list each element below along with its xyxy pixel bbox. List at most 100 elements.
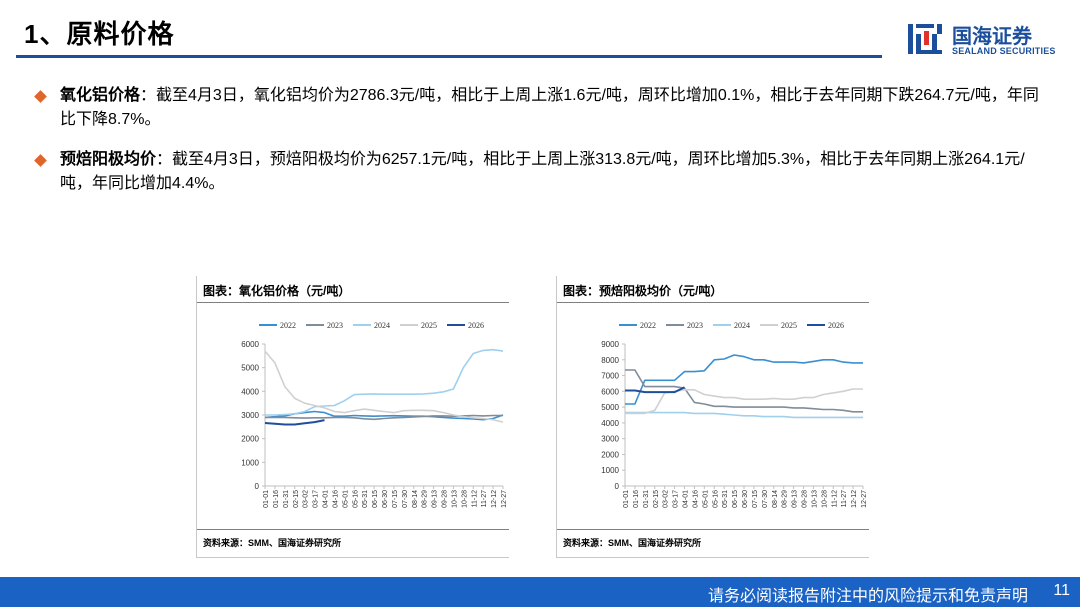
- legend-label: 2026: [468, 321, 484, 330]
- y-tick-label: 3000: [241, 411, 259, 420]
- x-tick-label: 05-31: [362, 490, 369, 508]
- logo-name-en: SEALAND SECURITIES: [952, 46, 1056, 56]
- y-tick-label: 4000: [241, 387, 259, 396]
- x-tick-label: 11-27: [481, 490, 488, 507]
- series-line-2026: [625, 386, 685, 394]
- legend-label: 2025: [781, 321, 797, 330]
- y-tick-label: 0: [255, 482, 260, 491]
- x-tick-label: 01-01: [263, 490, 270, 508]
- x-tick-label: 08-14: [772, 490, 779, 508]
- x-tick-label: 01-16: [273, 490, 280, 508]
- bullet-text: 预焙阳极均价：截至4月3日，预焙阳极均价为6257.1元/吨，相比于上周上涨31…: [60, 148, 1045, 196]
- footer-disclaimer: 请务必阅读报告附注中的风险提示和免责声明: [707, 588, 1028, 605]
- legend-label: 2024: [374, 321, 390, 330]
- x-tick-label: 05-01: [342, 490, 349, 508]
- x-tick-label: 05-16: [352, 490, 359, 508]
- x-tick-label: 02-15: [653, 490, 660, 508]
- chart-panel-anode: 图表：预焙阳极均价（元/吨） 2022 2023 2024 2025 2026 0 1000…: [556, 276, 869, 558]
- x-tick-label: 06-30: [742, 490, 749, 508]
- x-tick-label: 01-01: [623, 490, 630, 508]
- x-tick-label: 04-16: [332, 490, 339, 508]
- series-line-2026: [264, 419, 325, 426]
- x-tick-label: 08-14: [412, 490, 419, 508]
- bullet-label: 氧化铝价格: [60, 87, 141, 104]
- chart-title: 图表：预焙阳极均价（元/吨）: [563, 284, 723, 298]
- diamond-bullet-icon: [34, 154, 47, 167]
- header-divider: [16, 55, 882, 58]
- panel-top-rule: [197, 302, 509, 303]
- panel-top-rule: [557, 302, 869, 303]
- x-tick-label: 01-16: [633, 490, 640, 508]
- y-tick-label: 7000: [601, 372, 619, 381]
- y-tick-label: 2000: [241, 435, 259, 444]
- x-tick-label: 07-30: [402, 490, 409, 508]
- legend-label: 2024: [734, 321, 750, 330]
- logo-mark-icon: [908, 24, 942, 54]
- series-line-2022: [625, 354, 863, 405]
- x-tick-label: 03-02: [663, 490, 670, 508]
- legend-label: 2026: [828, 321, 844, 330]
- page-number: 11: [1053, 582, 1070, 599]
- x-tick-label: 05-01: [702, 490, 709, 508]
- x-tick-label: 12-27: [861, 490, 868, 508]
- x-tick-label: 05-16: [712, 490, 719, 508]
- chart-title: 图表：氧化铝价格（元/吨）: [203, 284, 351, 298]
- x-tick-label: 12-12: [851, 490, 858, 508]
- series-line-2024: [265, 348, 504, 416]
- x-tick-label: 03-17: [313, 490, 320, 508]
- chart-panel-alumina: 图表：氧化铝价格（元/吨） 2022 2023 2024 2025 2026 0 1000 2…: [196, 276, 509, 558]
- y-tick-label: 5000: [241, 364, 259, 373]
- company-logo: 国海证券 SEALAND SECURITIES: [906, 18, 1066, 62]
- x-tick-label: 09-13: [792, 490, 799, 508]
- y-tick-label: 1000: [241, 458, 259, 467]
- x-tick-label: 09-28: [802, 490, 809, 508]
- logo-name-cn: 国海证券: [952, 26, 1032, 48]
- x-tick-label: 01-31: [643, 490, 650, 508]
- panel-bottom-rule: [197, 529, 509, 530]
- bullet-body: ：截至4月3日，氧化铝均价为2786.3元/吨，相比于上周上涨1.6元/吨，周环…: [60, 87, 1039, 128]
- x-tick-label: 07-15: [752, 490, 759, 508]
- y-tick-label: 8000: [601, 356, 619, 365]
- y-tick-label: 5000: [601, 403, 619, 412]
- x-tick-label: 06-30: [382, 490, 389, 508]
- bullet-label: 预焙阳极均价: [60, 151, 157, 168]
- chart-source: 资料来源：SMM、国海证券研究所: [563, 538, 701, 548]
- x-tick-label: 05-31: [722, 490, 729, 508]
- y-tick-label: 2000: [601, 450, 619, 459]
- x-tick-label: 02-15: [293, 490, 300, 508]
- legend-label: 2022: [280, 321, 296, 330]
- series-line-2025: [264, 350, 504, 423]
- y-tick-label: 9000: [601, 340, 619, 349]
- legend-label: 2023: [687, 321, 703, 330]
- anode-price-chart: 2022 2023 2024 2025 2026 0 1000 2000 3000 4000 500…: [601, 321, 868, 508]
- legend-label: 2022: [640, 321, 656, 330]
- x-tick-label: 12-12: [491, 490, 498, 508]
- series-line-2023: [625, 369, 863, 413]
- x-tick-label: 10-13: [451, 490, 458, 508]
- x-tick-label: 10-28: [461, 490, 468, 508]
- chart-source: 资料来源：SMM、国海证券研究所: [203, 538, 341, 548]
- y-tick-label: 0: [615, 482, 620, 491]
- x-tick-label: 08-29: [422, 490, 429, 508]
- series-line-2022: [264, 410, 504, 421]
- x-tick-label: 09-13: [432, 490, 439, 508]
- diamond-bullet-icon: [34, 90, 47, 103]
- x-tick-label: 11-27: [841, 490, 848, 507]
- x-tick-label: 07-15: [392, 490, 399, 508]
- footer-bar: 请务必阅读报告附注中的风险提示和免责声明 11: [0, 577, 1080, 607]
- bullet-text: 氧化铝价格：截至4月3日，氧化铝均价为2786.3元/吨，相比于上周上涨1.6元…: [60, 84, 1045, 132]
- x-tick-label: 11-12: [831, 490, 838, 507]
- legend-label: 2025: [421, 321, 437, 330]
- x-tick-label: 12-27: [501, 490, 508, 508]
- x-tick-label: 04-16: [692, 490, 699, 508]
- x-tick-label: 04-01: [683, 490, 690, 508]
- legend-label: 2023: [327, 321, 343, 330]
- alumina-price-chart: 2022 2023 2024 2025 2026 0 1000 2000 3000 4000 500…: [241, 321, 508, 508]
- x-tick-label: 06-15: [732, 490, 739, 508]
- y-tick-label: 6000: [241, 340, 259, 349]
- x-tick-label: 01-31: [283, 490, 290, 508]
- x-tick-label: 07-30: [762, 490, 769, 508]
- x-tick-label: 06-15: [372, 490, 379, 508]
- bullet-body: ：截至4月3日，预焙阳极均价为6257.1元/吨，相比于上周上涨313.8元/吨…: [60, 151, 1025, 192]
- x-tick-label: 11-12: [471, 490, 478, 507]
